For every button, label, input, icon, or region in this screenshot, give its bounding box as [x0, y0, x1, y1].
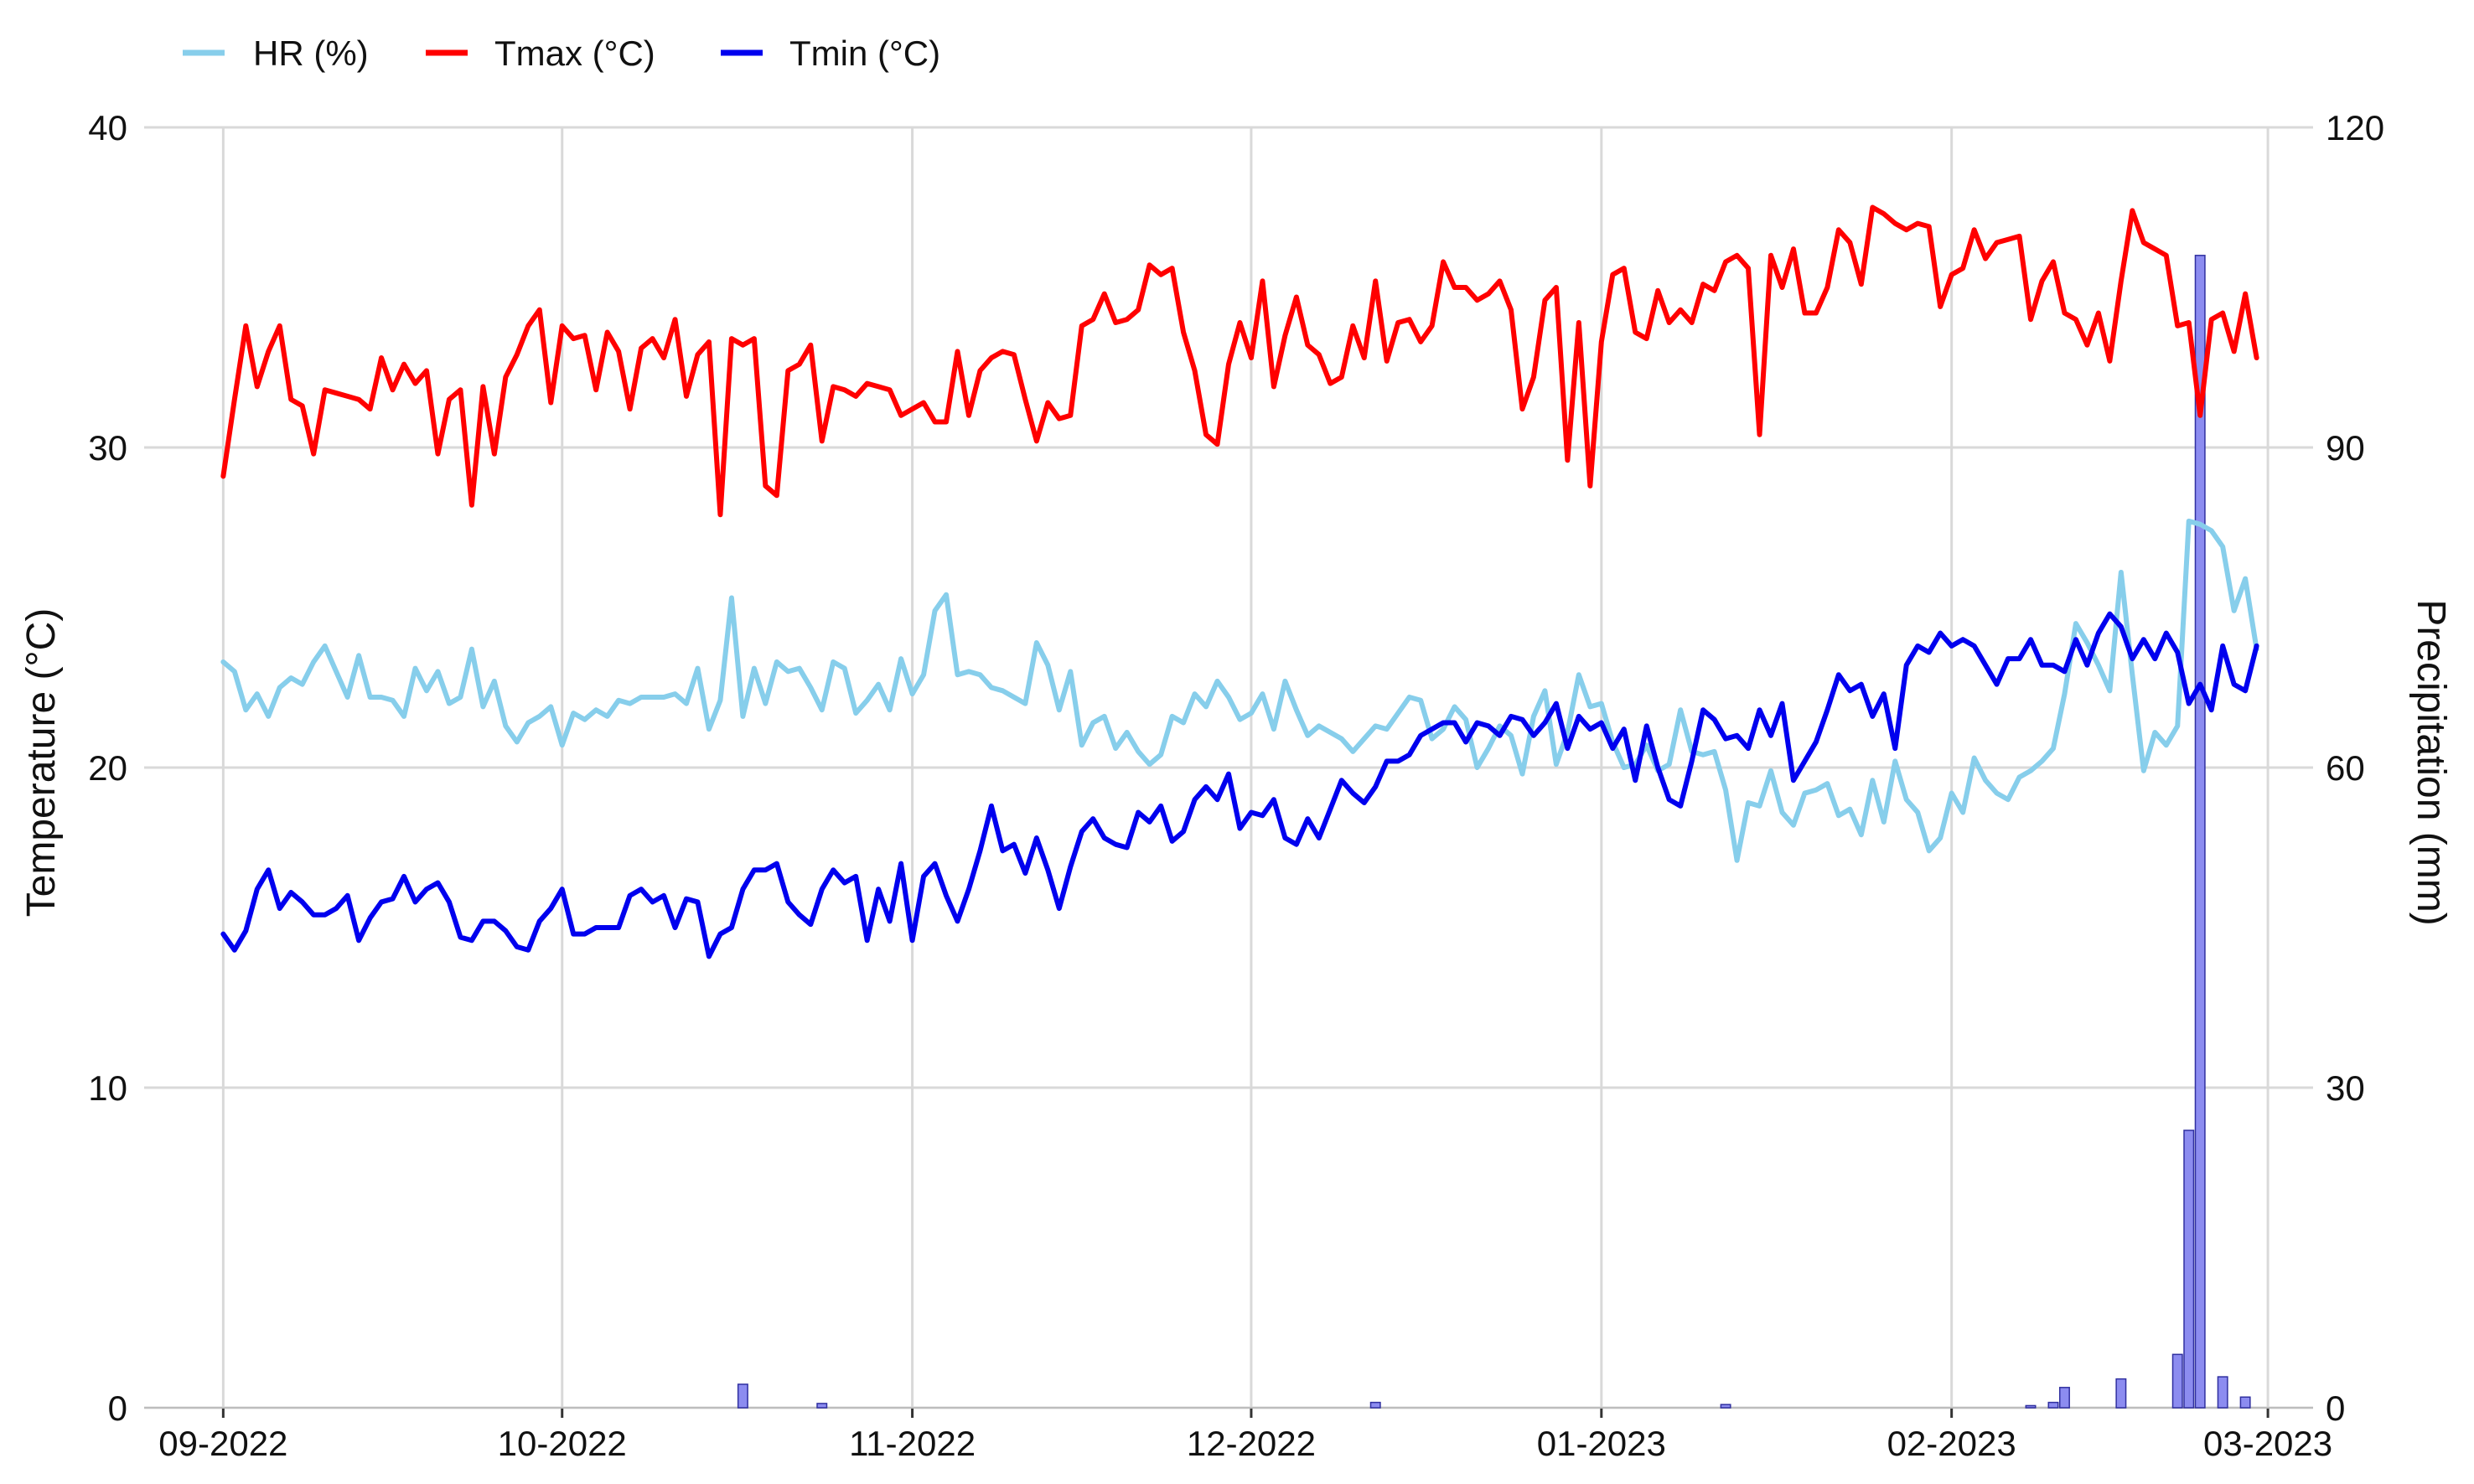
hr-line: [220, 518, 2259, 863]
x-tick-label: 02-2023: [1887, 1424, 2016, 1463]
precipitation-bar: [2115, 1378, 2127, 1409]
precipitation-bar: [2183, 1130, 2195, 1409]
x-tick-label: 10-2022: [498, 1424, 627, 1463]
y-left-tick-label: 0: [108, 1388, 127, 1428]
legend-label-hr: HR (%): [253, 34, 369, 73]
legend: HR (%) Tmax (°C) Tmin (°C): [183, 34, 940, 73]
y-left-tick-label: 20: [88, 748, 127, 788]
x-tick-label: 01-2023: [1537, 1424, 1666, 1463]
precipitation-bars: [737, 255, 2251, 1409]
precipitation-bar: [737, 1383, 748, 1409]
precipitation-bar: [2025, 1404, 2037, 1409]
precipitation-bar: [2239, 1396, 2251, 1409]
y-left-tick-label: 40: [88, 108, 127, 147]
y-right-tick-label: 0: [2326, 1388, 2345, 1428]
x-tick-label: 03-2023: [2203, 1424, 2332, 1463]
precipitation-bar: [2171, 1353, 2183, 1409]
y-right-tick-label: 30: [2326, 1068, 2365, 1108]
tick-labels: 0 0 10 30 20 60 30 90 40 120 09-2022 10-2022 11-2022…: [88, 108, 2384, 1463]
legend-label-tmax: Tmax (°C): [494, 34, 655, 73]
precipitation-bar: [2058, 1387, 2070, 1409]
y-axis-left-title: Temperature (°C): [19, 608, 64, 918]
x-tick-label: 11-2022: [849, 1424, 976, 1463]
y-right-tick-label: 90: [2326, 428, 2365, 468]
y-right-tick-label: 120: [2326, 108, 2384, 147]
y-axis-right-title: Precipitation (mm): [2409, 599, 2453, 925]
precipitation-bar: [816, 1403, 828, 1409]
y-left-tick-label: 10: [88, 1068, 127, 1108]
y-left-tick-label: 30: [88, 428, 127, 468]
legend-label-tmin: Tmin (°C): [789, 34, 940, 73]
tmax-line: [220, 204, 2259, 518]
x-tick-label: 09-2022: [158, 1424, 287, 1463]
tmin-line: [220, 611, 2259, 959]
y-right-tick-label: 60: [2326, 748, 2365, 788]
precipitation-bar: [2047, 1401, 2059, 1409]
series-lines: [220, 204, 2259, 959]
precipitation-bar: [1369, 1401, 1381, 1409]
x-tick-label: 12-2022: [1187, 1424, 1316, 1463]
precipitation-bar: [2217, 1376, 2228, 1409]
precipitation-bar: [1720, 1404, 1731, 1409]
precipitation-bar: [2194, 255, 2206, 1409]
